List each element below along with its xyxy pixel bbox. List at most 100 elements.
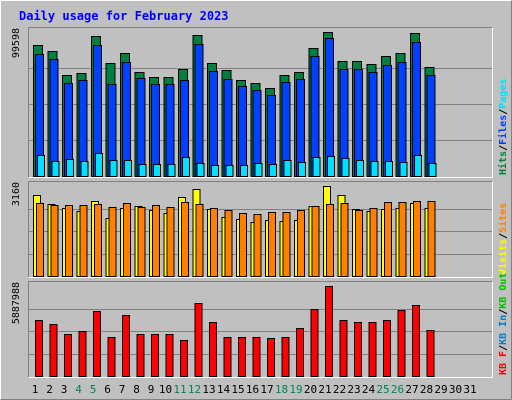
- bar-pages-day-28: [428, 163, 437, 177]
- bar-kb-f-day-9: [151, 334, 159, 377]
- bar-files-day-24: [368, 72, 378, 177]
- day-label: 18: [275, 383, 288, 396]
- bar-pages-day-2: [51, 161, 60, 177]
- series-files: [35, 38, 436, 177]
- bar-sites-day-13: [210, 208, 218, 277]
- series-sites: [36, 201, 436, 277]
- day-label: 3: [61, 383, 68, 396]
- bar-kb-f-day-26: [397, 310, 406, 377]
- bar-pages-day-7: [124, 160, 132, 177]
- panels-layer: 99598Hits/Files/Pages3160Visits/Sites588…: [11, 27, 509, 378]
- bar-sites-day-14: [224, 210, 233, 277]
- bar-kb-f-day-12: [194, 303, 203, 377]
- bar-kb-f-day-23: [354, 322, 362, 377]
- bar-sites-day-15: [239, 213, 247, 277]
- day-label: 7: [119, 383, 126, 396]
- bar-kb-f-day-4: [78, 331, 87, 377]
- bar-kb-f-day-21: [325, 286, 333, 377]
- series-kb-f: [35, 286, 435, 377]
- legend-entry: KB Out: [498, 273, 509, 309]
- day-label: 9: [148, 383, 155, 396]
- bar-kb-f-day-10: [165, 334, 174, 377]
- day-label: 5: [90, 383, 97, 396]
- bar-pages-day-24: [370, 161, 379, 177]
- bar-pages-day-23: [356, 160, 364, 177]
- bar-kb-f-day-1: [35, 320, 43, 377]
- bar-kb-f-day-20: [310, 309, 319, 377]
- bar-kb-f-day-19: [296, 328, 304, 377]
- bar-pages-day-16: [254, 163, 263, 177]
- day-label: 31: [463, 383, 476, 396]
- panel-legend: KB F/KB In/KB Out: [498, 273, 509, 375]
- bar-sites-day-24: [369, 208, 378, 277]
- bar-pages-day-4: [80, 161, 89, 177]
- bar-sites-day-22: [340, 203, 349, 277]
- day-label: 23: [347, 383, 360, 396]
- day-label: 12: [188, 383, 201, 396]
- bar-files-day-12: [194, 44, 204, 177]
- bar-kb-f-day-16: [252, 337, 261, 377]
- day-labels-layer: 1 2 3 4 5 6 7 8 9 10 11 12 13 14 15 16 17 18 19 20 21 22 23 24 2…: [32, 383, 477, 396]
- bar-sites-day-2: [50, 205, 59, 277]
- bar-sites-day-18: [282, 212, 291, 277]
- bar-sites-day-8: [137, 207, 146, 277]
- bar-sites-day-5: [94, 204, 102, 277]
- bar-sites-day-9: [152, 205, 160, 277]
- bar-files-day-7: [122, 62, 131, 177]
- bar-sites-day-4: [79, 205, 88, 277]
- day-label: 10: [159, 383, 172, 396]
- bar-pages-day-8: [138, 164, 147, 177]
- bar-files-day-14: [223, 79, 233, 177]
- legend-entry: Files: [497, 115, 509, 145]
- bar-sites-day-27: [413, 201, 421, 277]
- bar-pages-day-5: [95, 153, 103, 177]
- day-label: 20: [304, 383, 317, 396]
- panel-max-label: 3160: [11, 182, 22, 206]
- bar-kb-f-day-2: [49, 324, 58, 377]
- bar-files-day-26: [397, 62, 407, 177]
- bar-pages-day-17: [269, 164, 277, 177]
- bar-files-day-19: [296, 79, 305, 177]
- bar-kb-f-day-24: [368, 322, 377, 377]
- day-label: 28: [420, 383, 433, 396]
- bar-files-day-13: [209, 71, 218, 177]
- bar-kb-f-day-28: [426, 330, 435, 377]
- bar-sites-day-20: [311, 206, 320, 277]
- bar-sites-day-7: [123, 203, 131, 277]
- day-label: 15: [231, 383, 244, 396]
- bar-pages-day-26: [399, 162, 408, 177]
- bar-pages-day-25: [385, 161, 393, 177]
- day-label: 16: [246, 383, 259, 396]
- legend-entry: /: [498, 345, 509, 351]
- bar-sites-day-28: [427, 201, 436, 277]
- bar-kb-f-day-25: [383, 320, 391, 377]
- panel-legend: Visits/Sites: [497, 203, 509, 275]
- bar-files-day-25: [383, 65, 392, 177]
- day-label: 29: [434, 383, 447, 396]
- bar-files-day-9: [151, 84, 160, 177]
- bar-sites-day-3: [65, 205, 73, 277]
- bar-pages-day-22: [341, 158, 350, 177]
- bar-kb-f-day-5: [93, 311, 101, 377]
- bar-pages-day-20: [312, 157, 321, 177]
- legend-entry: /: [498, 233, 509, 239]
- legend-entry: Sites: [497, 203, 509, 233]
- bar-kb-f-day-17: [267, 338, 275, 377]
- day-label: 26: [391, 383, 404, 396]
- bar-kb-f-day-8: [136, 334, 145, 377]
- legend-entry: /: [498, 109, 509, 115]
- bar-sites-day-12: [195, 204, 204, 277]
- bar-pages-day-11: [182, 157, 190, 177]
- day-label: 24: [362, 383, 376, 396]
- bar-pages-day-13: [211, 165, 219, 177]
- day-label: 17: [260, 383, 273, 396]
- bar-kb-f-day-27: [412, 305, 420, 377]
- bar-kb-f-day-7: [122, 315, 130, 377]
- bar-files-day-28: [426, 75, 436, 177]
- legend-entry: /: [498, 309, 509, 315]
- day-label: 2: [46, 383, 53, 396]
- day-label: 30: [449, 383, 462, 396]
- bar-kb-f-day-6: [107, 337, 116, 377]
- bar-kb-f-day-13: [209, 322, 217, 377]
